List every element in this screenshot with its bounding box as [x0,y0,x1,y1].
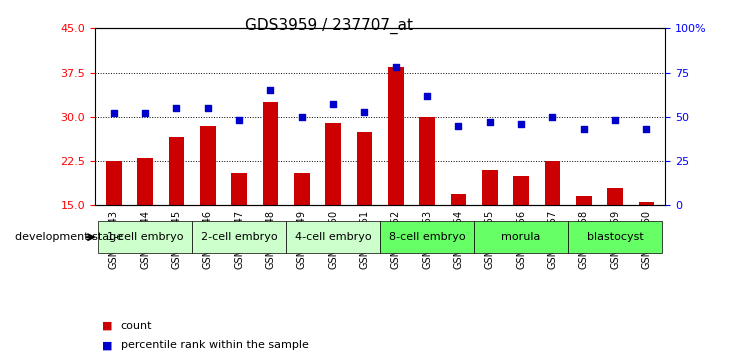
Point [359,109,371,114]
Text: GDS3959 / 237707_at: GDS3959 / 237707_at [245,18,413,34]
Text: 2-cell embryo: 2-cell embryo [201,232,278,242]
Point [233,118,245,123]
Bar [639,202,654,294]
FancyBboxPatch shape [98,221,192,253]
Point [547,114,558,120]
FancyBboxPatch shape [474,221,568,253]
Text: percentile rank within the sample: percentile rank within the sample [121,340,308,350]
Text: development stage: development stage [15,232,123,242]
FancyBboxPatch shape [380,221,474,253]
Point [327,102,339,107]
Text: 8-cell embryo: 8-cell embryo [389,232,466,242]
Point [108,110,120,116]
Point [515,121,527,127]
Bar [231,173,247,294]
Bar [325,123,341,294]
Point [265,87,276,93]
Bar [420,117,435,294]
Bar [450,194,466,294]
Bar [106,161,121,294]
Point [296,114,308,120]
Bar [482,170,498,294]
Bar [513,176,529,294]
Bar [576,196,591,294]
Bar [357,132,372,294]
Text: 1-cell embryo: 1-cell embryo [107,232,183,242]
Bar [607,188,623,294]
Text: count: count [121,321,152,331]
Bar [169,137,184,294]
Text: morula: morula [501,232,541,242]
Point [609,118,621,123]
Bar [388,67,404,294]
Text: ■: ■ [102,321,113,331]
Point [140,110,151,116]
Bar [262,102,279,294]
Bar [200,126,216,294]
Point [452,123,464,129]
Point [390,64,401,70]
Point [578,126,590,132]
FancyBboxPatch shape [192,221,286,253]
FancyBboxPatch shape [286,221,380,253]
Point [202,105,213,111]
Text: ■: ■ [102,340,113,350]
Point [170,105,182,111]
Text: 4-cell embryo: 4-cell embryo [295,232,371,242]
Point [640,126,652,132]
Text: blastocyst: blastocyst [587,232,643,242]
Bar [294,173,310,294]
Point [421,93,433,98]
Bar [545,161,560,294]
Point [484,119,496,125]
Bar [137,158,153,294]
FancyBboxPatch shape [568,221,662,253]
